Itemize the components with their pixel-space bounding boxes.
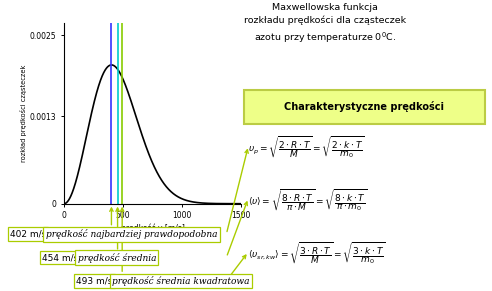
Text: Maxwellowska funkcja
rozkładu prędkości dla cząsteczek
azotu przy temperaturze 0: Maxwellowska funkcja rozkładu prędkości … [244,3,406,45]
Text: 454 m/s: 454 m/s [42,253,78,262]
Text: Charakterystyczne prędkości: Charakterystyczne prędkości [284,101,444,112]
Text: prędkość najbardziej prawdopodobna: prędkość najbardziej prawdopodobna [46,229,217,239]
Text: $\langle \upsilon \rangle = \sqrt{\dfrac{8 \cdot R \cdot T}{\pi \cdot M}} = \sqr: $\langle \upsilon \rangle = \sqrt{\dfrac… [248,188,368,213]
Text: $\upsilon_p = \sqrt{\dfrac{2 \cdot R \cdot T}{M}} = \sqrt{\dfrac{2 \cdot k \cdot: $\upsilon_p = \sqrt{\dfrac{2 \cdot R \cd… [248,134,365,159]
Text: prędkość średnia: prędkość średnia [78,253,156,262]
Text: 493 m/s: 493 m/s [76,276,113,285]
Text: 402 m/s: 402 m/s [10,230,46,239]
Y-axis label: rozkład prędkości cząsteczek: rozkład prędkości cząsteczek [20,65,27,162]
X-axis label: prędkość v [m/s]: prędkość v [m/s] [121,223,184,233]
Text: $\langle \upsilon_{sr,kw} \rangle = \sqrt{\dfrac{3 \cdot R \cdot T}{M}} = \sqrt{: $\langle \upsilon_{sr,kw} \rangle = \sqr… [248,240,386,266]
Text: prędkość średnia kwadratowa: prędkość średnia kwadratowa [112,276,249,286]
